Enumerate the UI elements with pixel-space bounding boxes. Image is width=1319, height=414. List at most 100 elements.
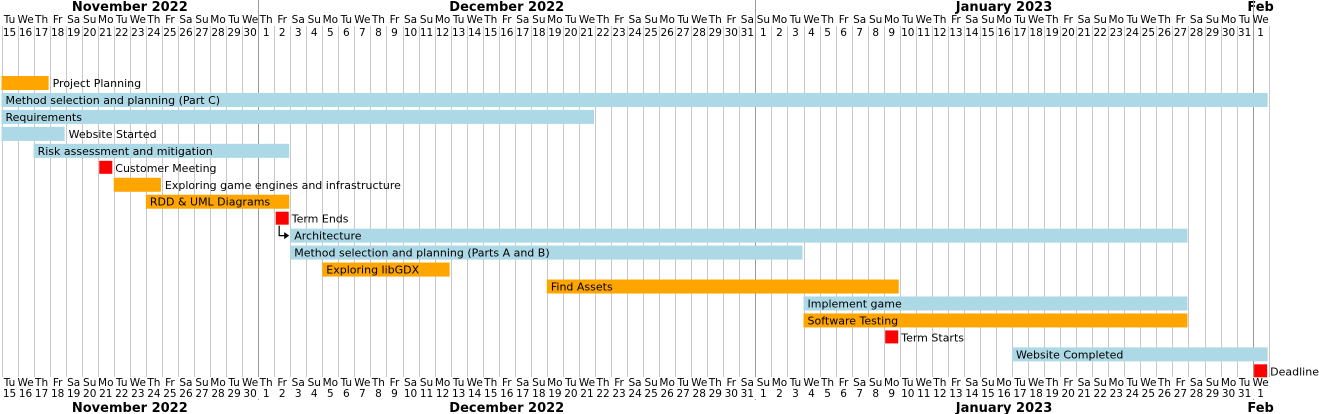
weekday-label: Mo: [659, 14, 674, 26]
day-number-label: 23: [1110, 27, 1123, 39]
day-number-label: 30: [1222, 27, 1235, 39]
weekday-label: Fr: [727, 377, 737, 389]
weekday-label: Fr: [1063, 377, 1073, 389]
weekday-label: We: [579, 377, 595, 389]
day-number-label: 8: [872, 27, 879, 39]
day-number-label: 20: [83, 388, 96, 400]
weekday-label: Tu: [340, 377, 352, 389]
task-label: RDD & UML Diagrams: [150, 196, 271, 209]
weekday-label: Tu: [1126, 14, 1138, 26]
day-number-label: 19: [1045, 27, 1058, 39]
day-number-label: 29: [709, 388, 722, 400]
weekday-label: Sa: [965, 14, 978, 26]
day-number-label: 2: [279, 388, 286, 400]
weekday-label: We: [803, 14, 819, 26]
day-number-label: 12: [933, 388, 946, 400]
day-number-label: 25: [644, 27, 657, 39]
day-number-label: 3: [792, 388, 799, 400]
day-number-label: 25: [163, 388, 176, 400]
weekday-label: Fr: [951, 377, 961, 389]
weekday-label: Mo: [98, 377, 113, 389]
weekday-label: We: [803, 377, 819, 389]
day-number-label: 23: [612, 388, 625, 400]
day-number-label: 13: [949, 27, 962, 39]
month-label: January 2023: [955, 401, 1052, 414]
day-number-label: 8: [872, 388, 879, 400]
weekday-label: Th: [1045, 377, 1059, 389]
weekday-label: Mo: [1221, 377, 1236, 389]
weekday-label: Sa: [292, 377, 305, 389]
weekday-label: Su: [195, 14, 208, 26]
day-number-label: 26: [179, 27, 193, 39]
day-number-label: 30: [1222, 388, 1235, 400]
day-number-label: 13: [949, 388, 962, 400]
day-number-label: 6: [343, 388, 350, 400]
weekday-label: Tu: [676, 377, 688, 389]
weekday-label: Fr: [1063, 14, 1073, 26]
task-bar: [145, 194, 290, 209]
task-bar: [113, 177, 161, 192]
task-bar: [1, 109, 594, 124]
day-number-label: 19: [67, 27, 80, 39]
weekday-label: Sa: [67, 14, 80, 26]
day-number-label: 4: [808, 27, 815, 39]
task-label: Risk assessment and mitigation: [38, 145, 213, 158]
day-number-label: 29: [709, 27, 722, 39]
day-number-label: 12: [436, 27, 449, 39]
weekday-label: Tu: [3, 377, 15, 389]
task-label: Method selection and planning (Part C): [6, 94, 221, 107]
weekday-label: We: [691, 14, 707, 26]
weekday-label: Sa: [1078, 14, 1091, 26]
day-number-label: 18: [532, 27, 545, 39]
weekday-label: Mo: [772, 14, 787, 26]
weekday-label: Th: [483, 14, 497, 26]
weekday-label: Mo: [884, 14, 899, 26]
weekday-label: Fr: [614, 14, 624, 26]
month-label: December 2022: [449, 401, 564, 414]
day-number-label: 13: [452, 27, 465, 39]
day-number-label: 23: [131, 27, 144, 39]
weekday-label: Tu: [452, 377, 464, 389]
day-number-label: 19: [548, 27, 561, 39]
weekday-label: Sa: [629, 377, 642, 389]
weekday-label: We: [242, 377, 258, 389]
day-number-label: 27: [677, 388, 690, 400]
weekday-label: Th: [820, 377, 834, 389]
task-label: Software Testing: [808, 314, 899, 327]
day-number-label: 26: [660, 27, 674, 39]
weekday-label: Tu: [789, 14, 801, 26]
weekday-label: Su: [644, 14, 657, 26]
day-number-label: 1: [760, 27, 767, 39]
weekday-label: Mo: [996, 377, 1011, 389]
weekday-label: Tu: [901, 377, 913, 389]
day-number-label: 15: [3, 27, 16, 39]
day-number-label: 15: [981, 388, 994, 400]
day-number-label: 23: [612, 27, 625, 39]
day-number-label: 22: [1094, 388, 1107, 400]
day-number-label: 2: [279, 27, 286, 39]
weekday-label: Mo: [210, 14, 225, 26]
weekday-label: Tu: [1013, 14, 1025, 26]
weekday-label: Fr: [165, 377, 175, 389]
day-number-label: 10: [404, 388, 417, 400]
weekday-label: Fr: [839, 377, 849, 389]
day-number-label: 20: [564, 27, 577, 39]
month-label: Feb: [1247, 0, 1273, 15]
weekday-label: Su: [83, 377, 96, 389]
weekday-label: Su: [869, 14, 882, 26]
weekday-label: We: [1028, 377, 1044, 389]
day-number-label: 7: [359, 27, 366, 39]
weekday-label: Tu: [789, 377, 801, 389]
weekday-label: Fr: [277, 14, 287, 26]
weekday-label: We: [130, 377, 146, 389]
day-number-label: 23: [1110, 388, 1123, 400]
weekday-label: Sa: [404, 14, 417, 26]
day-number-label: 21: [1078, 388, 1091, 400]
weekday-label: Tu: [227, 14, 239, 26]
weekday-label: Fr: [1176, 377, 1186, 389]
day-number-label: 27: [1174, 27, 1187, 39]
task-bar: [1, 76, 49, 90]
task-bar: [290, 245, 803, 260]
weekday-label: Sa: [1190, 14, 1203, 26]
